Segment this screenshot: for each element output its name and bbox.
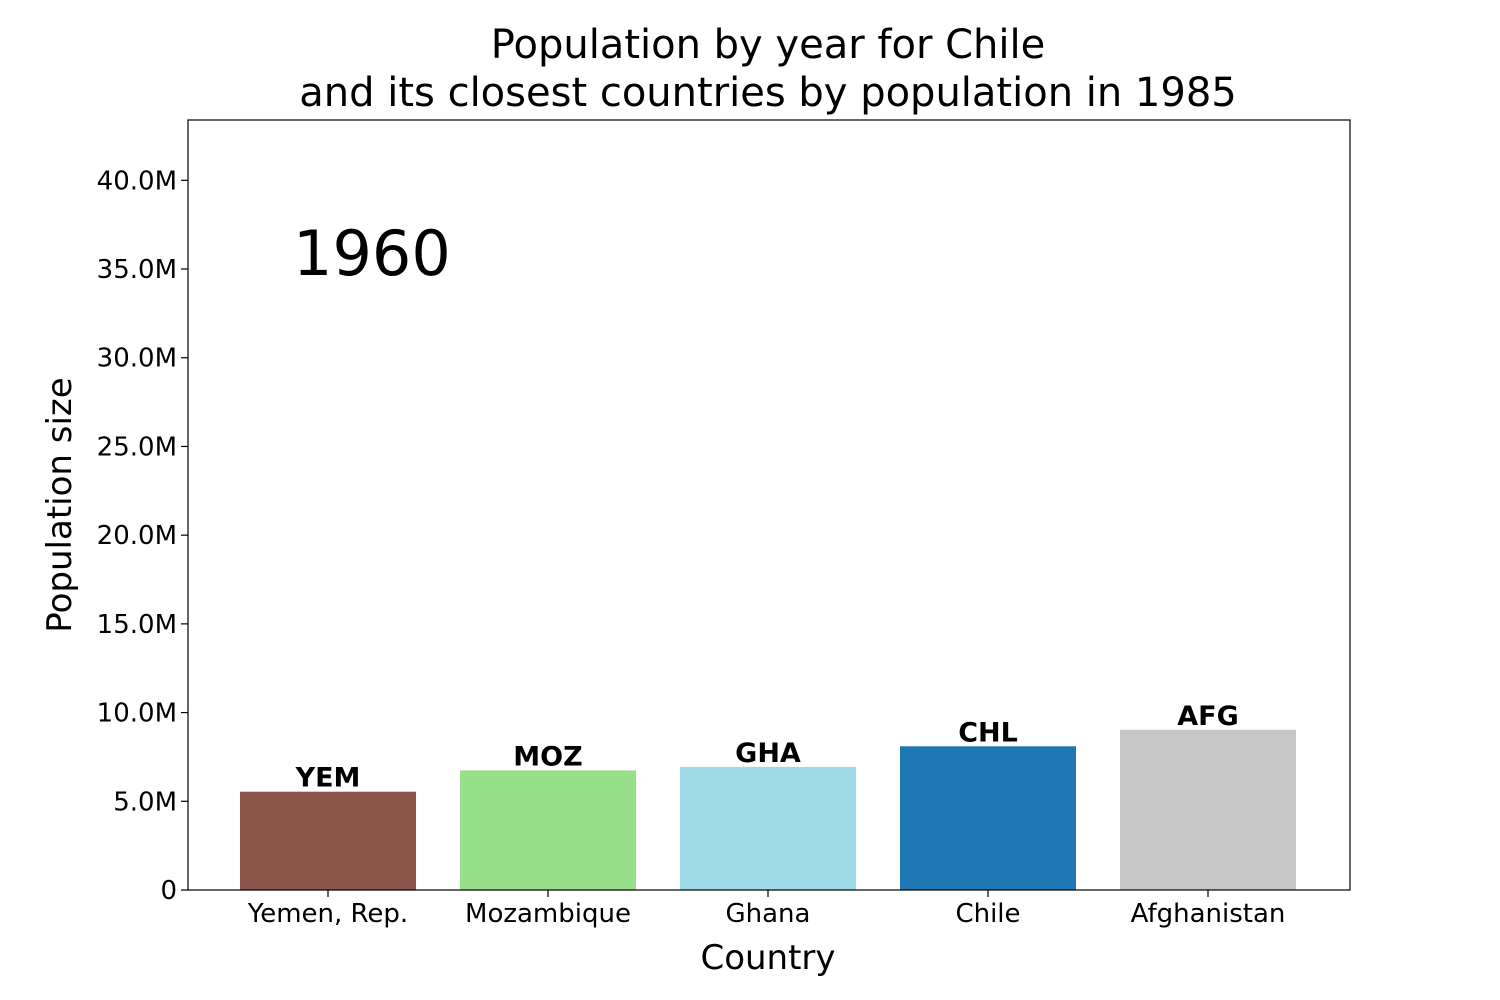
x-tick-label: Yemen, Rep. xyxy=(247,899,408,929)
y-tick-label: 35.0M xyxy=(97,255,177,285)
year-label: 1960 xyxy=(293,217,451,290)
y-tick-label: 30.0M xyxy=(97,344,177,374)
bar-code-label: MOZ xyxy=(513,741,582,772)
y-tick-label: 0 xyxy=(160,876,177,906)
bars-group: YEM MOZ GHA CHL AFG xyxy=(240,701,1296,890)
bar-yem xyxy=(240,791,416,890)
y-tick-label: 10.0M xyxy=(97,699,177,729)
bar-code-label: YEM xyxy=(295,763,361,794)
bar-chl xyxy=(900,746,1076,890)
x-axis-label: Country xyxy=(700,938,835,978)
bar-moz xyxy=(460,770,636,890)
ticks-group: Yemen, Rep. Mozambique Ghana Chile Afghanist… xyxy=(97,166,1286,929)
bar-code-label: GHA xyxy=(735,738,801,769)
y-tick-label: 20.0M xyxy=(97,521,177,551)
x-tick-label: Afghanistan xyxy=(1131,899,1286,929)
x-tick-label: Chile xyxy=(955,899,1020,929)
plot-frame xyxy=(187,119,1351,891)
bar-code-label: CHL xyxy=(958,717,1018,748)
chart-title-line2: and its closest countries by population … xyxy=(299,70,1236,116)
y-tick-label: 15.0M xyxy=(97,610,177,640)
y-tick-label: 5.0M xyxy=(113,787,177,817)
y-tick-label: 25.0M xyxy=(97,432,177,462)
y-tick-label: 40.0M xyxy=(97,166,177,196)
chart-title-line1: Population by year for Chile xyxy=(491,22,1045,68)
y-axis-label: Population size xyxy=(40,377,80,632)
bar-code-label: AFG xyxy=(1177,701,1239,732)
bar-afg xyxy=(1120,729,1296,890)
x-tick-label: Ghana xyxy=(726,899,811,929)
x-tick-label: Mozambique xyxy=(465,899,631,929)
bar-gha xyxy=(680,766,856,890)
